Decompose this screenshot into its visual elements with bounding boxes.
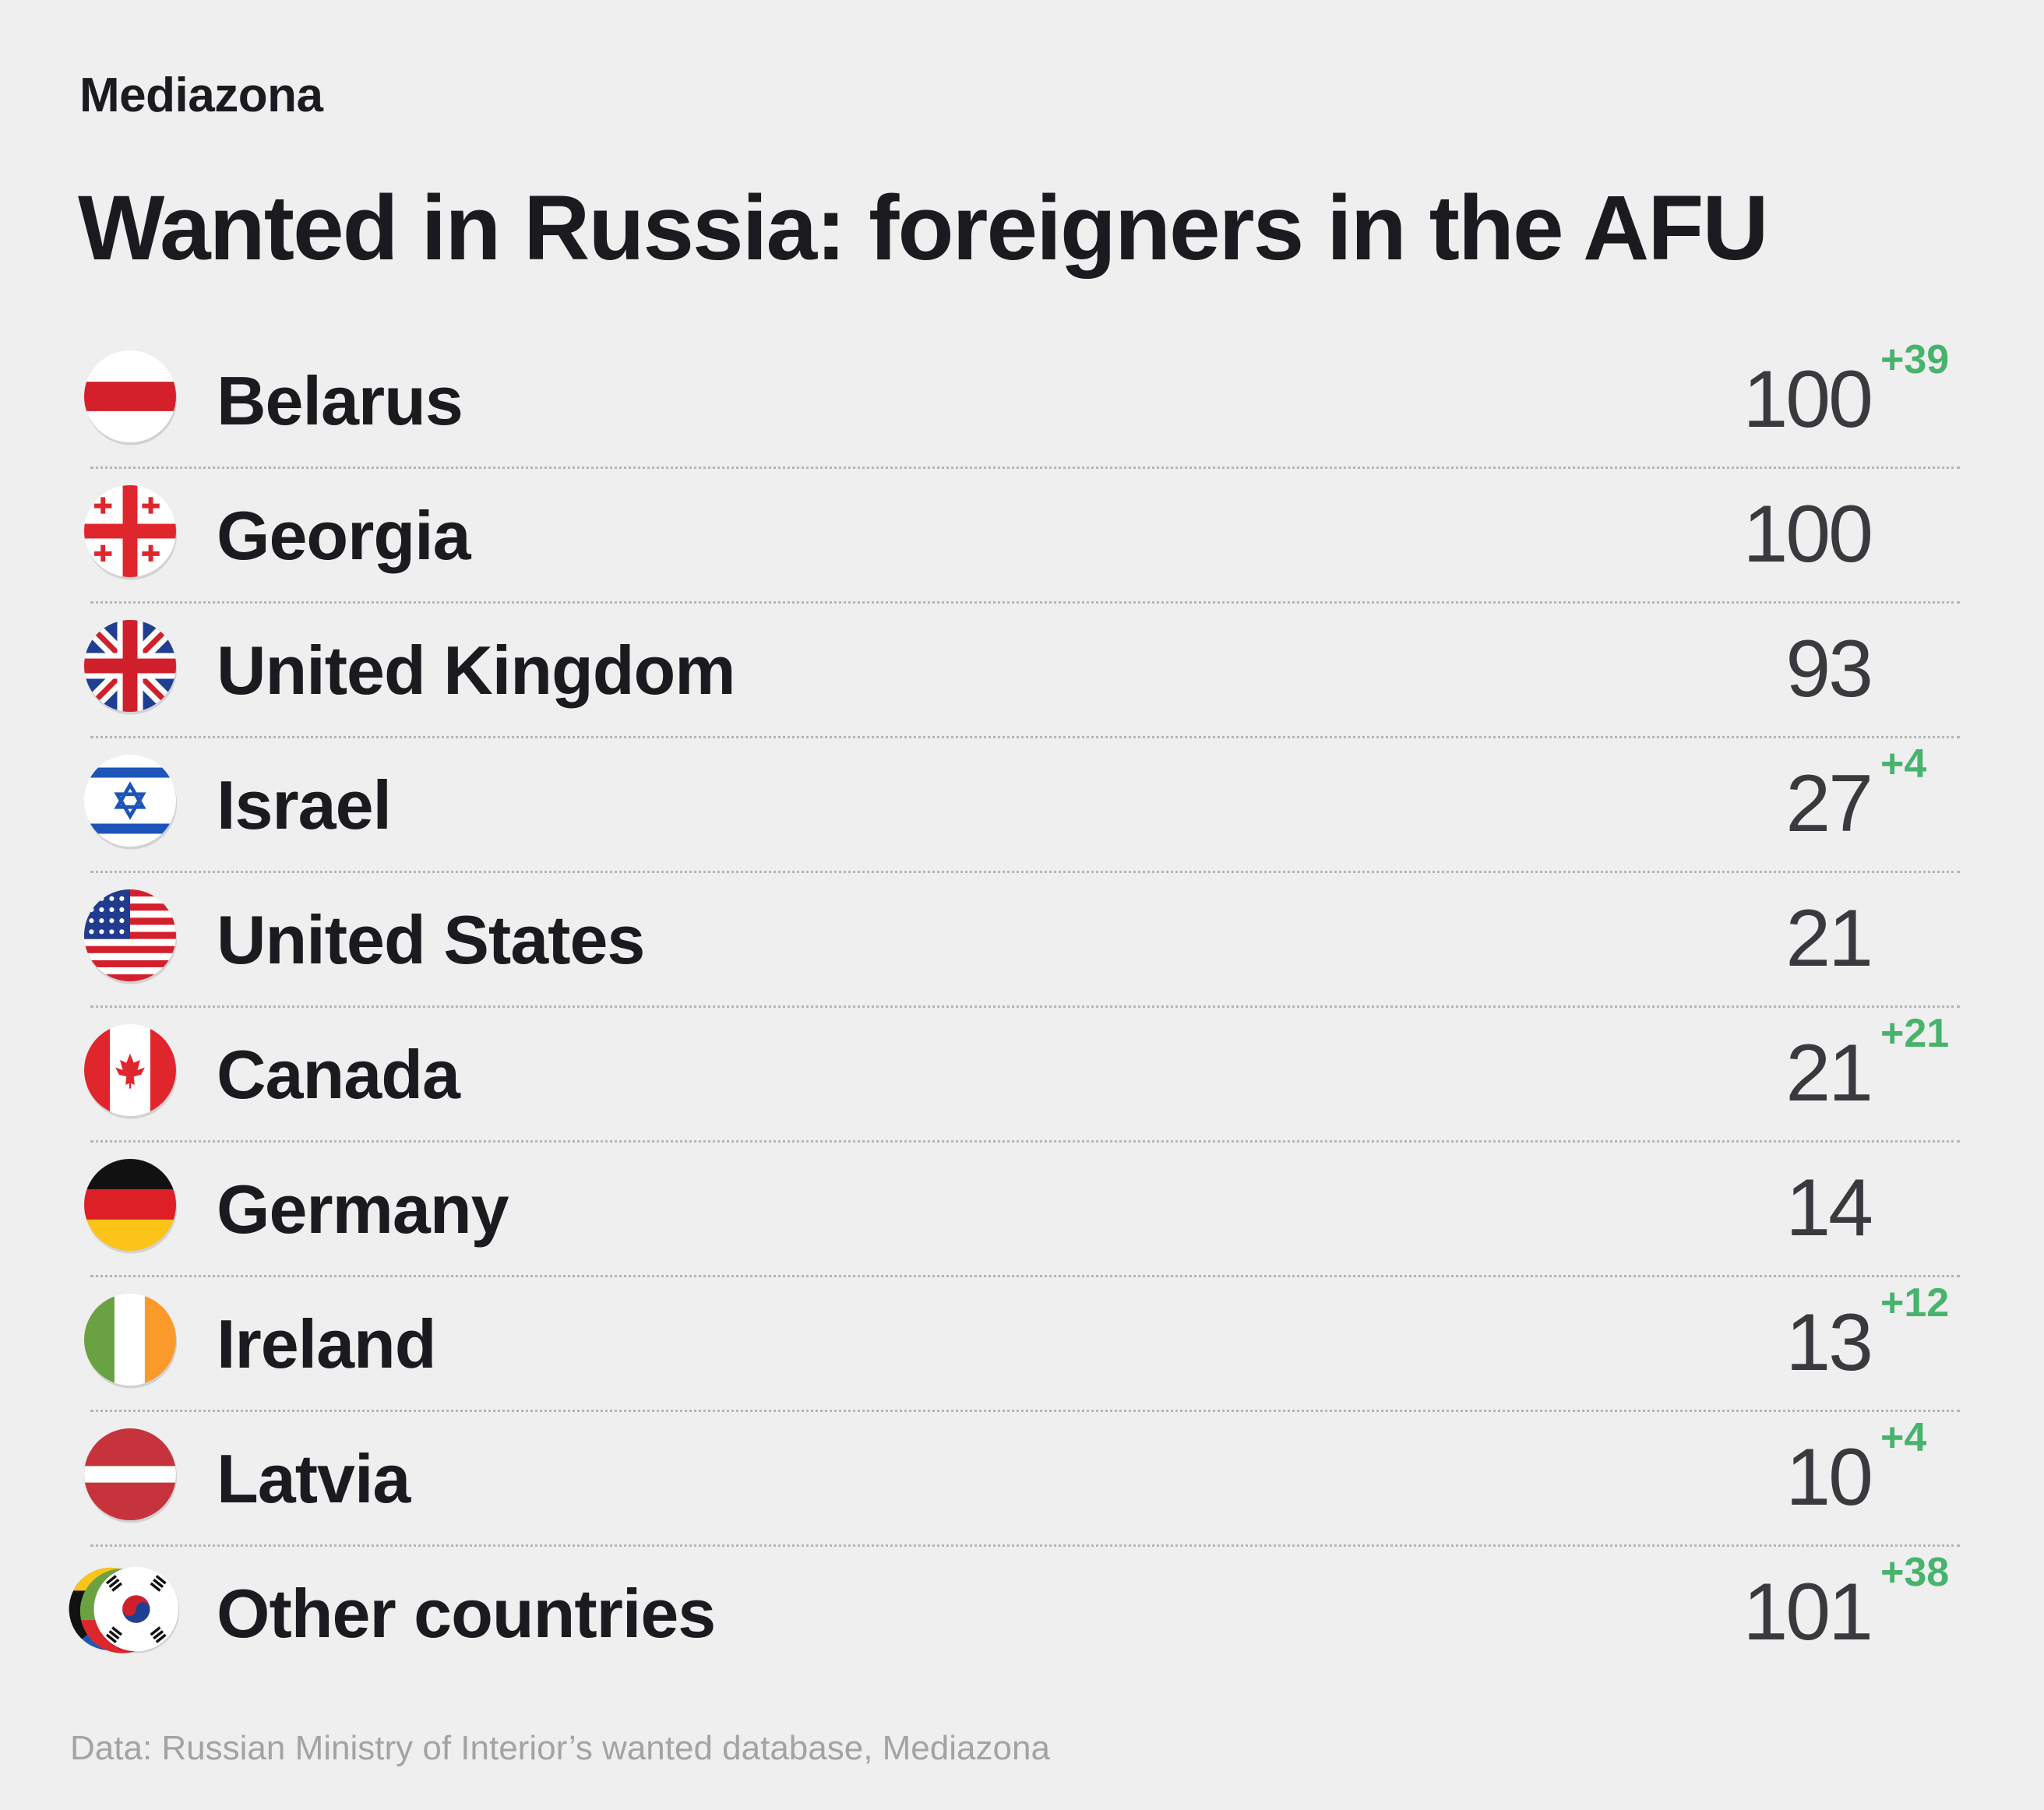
country-count: 10 (1785, 1432, 1873, 1523)
other-countries-flags-icon (69, 1563, 180, 1655)
country-count: 101 (1743, 1567, 1873, 1657)
table-row: Latvia 10 +4 (0, 1413, 2044, 1547)
ireland-flag-icon (84, 1294, 178, 1389)
table-row: Ireland 13 +12 (0, 1278, 2044, 1412)
country-count: 27 (1785, 759, 1873, 849)
chart-title: Wanted in Russia: foreigners in the AFU (78, 177, 1769, 280)
count-change-badge: +39 (1880, 337, 1950, 382)
count-change-badge: +21 (1880, 1011, 1950, 1056)
country-name: Georgia (217, 497, 471, 574)
brand-logo-text: Mediazona (79, 69, 323, 122)
table-row: United States 21 (0, 874, 2044, 1008)
canada-flag-icon (84, 1024, 178, 1119)
row-divider (90, 736, 1960, 738)
country-name: United Kingdom (217, 632, 735, 709)
count-change-badge: +38 (1880, 1550, 1950, 1595)
country-name: Other countries (217, 1575, 716, 1652)
country-count: 14 (1785, 1163, 1873, 1253)
country-count: 100 (1743, 354, 1873, 445)
row-divider (90, 467, 1960, 469)
table-row: Canada 21 +21 (0, 1009, 2044, 1143)
country-count: 13 (1785, 1298, 1873, 1388)
table-row: Belarus 100 +39 (0, 335, 2044, 469)
count-change-badge: +12 (1880, 1280, 1950, 1326)
latvia-flag-icon (84, 1428, 178, 1523)
country-name: Belarus (217, 362, 463, 439)
country-name: Germany (217, 1171, 509, 1248)
row-divider (90, 1275, 1960, 1277)
country-name: Latvia (217, 1440, 411, 1517)
germany-flag-icon (84, 1159, 178, 1254)
country-name: Canada (217, 1036, 460, 1113)
source-note: Data: Russian Ministry of Interior’s wan… (70, 1729, 1050, 1767)
georgia-flag-icon (84, 485, 178, 580)
table-row: Germany 14 (0, 1143, 2044, 1277)
row-divider (90, 1005, 1960, 1008)
country-name: Ireland (217, 1305, 437, 1382)
count-change-badge: +4 (1880, 1415, 1927, 1460)
country-name: United States (217, 901, 645, 978)
country-count: 21 (1785, 893, 1873, 984)
uk-flag-icon (84, 620, 178, 715)
country-count: 93 (1785, 624, 1873, 714)
row-divider (90, 601, 1960, 604)
count-change-badge: +4 (1880, 741, 1927, 787)
israel-flag-icon (84, 755, 178, 850)
country-count: 21 (1785, 1028, 1873, 1118)
country-name: Israel (217, 766, 392, 843)
table-row: Georgia 100 (0, 470, 2044, 604)
country-count: 100 (1743, 489, 1873, 579)
row-divider (90, 871, 1960, 873)
table-row: Other countries 101 +38 (0, 1548, 2044, 1681)
row-divider (90, 1140, 1960, 1143)
usa-flag-icon (84, 889, 178, 984)
table-row: United Kingdom 93 (0, 604, 2044, 738)
row-divider (90, 1410, 1960, 1412)
belarus-flag-icon (84, 350, 178, 445)
table-row: Israel 27 +4 (0, 739, 2044, 873)
row-divider (90, 1544, 1960, 1547)
